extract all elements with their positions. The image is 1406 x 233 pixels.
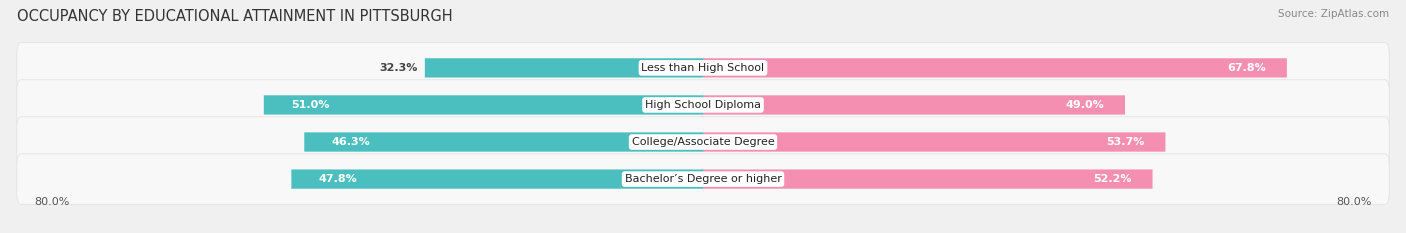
FancyBboxPatch shape (17, 154, 1389, 204)
Text: OCCUPANCY BY EDUCATIONAL ATTAINMENT IN PITTSBURGH: OCCUPANCY BY EDUCATIONAL ATTAINMENT IN P… (17, 9, 453, 24)
FancyBboxPatch shape (703, 169, 1153, 189)
Text: College/Associate Degree: College/Associate Degree (631, 137, 775, 147)
FancyBboxPatch shape (17, 80, 1389, 130)
Text: 67.8%: 67.8% (1227, 63, 1267, 73)
Text: 80.0%: 80.0% (35, 197, 70, 207)
FancyBboxPatch shape (703, 132, 1166, 152)
FancyBboxPatch shape (703, 58, 1286, 78)
Text: 52.2%: 52.2% (1094, 174, 1132, 184)
Text: 53.7%: 53.7% (1107, 137, 1144, 147)
FancyBboxPatch shape (17, 43, 1389, 93)
Text: 51.0%: 51.0% (291, 100, 330, 110)
Text: 80.0%: 80.0% (1336, 197, 1371, 207)
FancyBboxPatch shape (264, 95, 703, 115)
FancyBboxPatch shape (425, 58, 703, 78)
FancyBboxPatch shape (703, 95, 1125, 115)
Text: Less than High School: Less than High School (641, 63, 765, 73)
Text: Source: ZipAtlas.com: Source: ZipAtlas.com (1278, 9, 1389, 19)
FancyBboxPatch shape (17, 117, 1389, 167)
Text: Bachelor’s Degree or higher: Bachelor’s Degree or higher (624, 174, 782, 184)
Text: 47.8%: 47.8% (319, 174, 357, 184)
FancyBboxPatch shape (304, 132, 703, 152)
Text: 49.0%: 49.0% (1066, 100, 1104, 110)
Text: 46.3%: 46.3% (332, 137, 371, 147)
Text: High School Diploma: High School Diploma (645, 100, 761, 110)
FancyBboxPatch shape (291, 169, 703, 189)
Text: 32.3%: 32.3% (380, 63, 418, 73)
